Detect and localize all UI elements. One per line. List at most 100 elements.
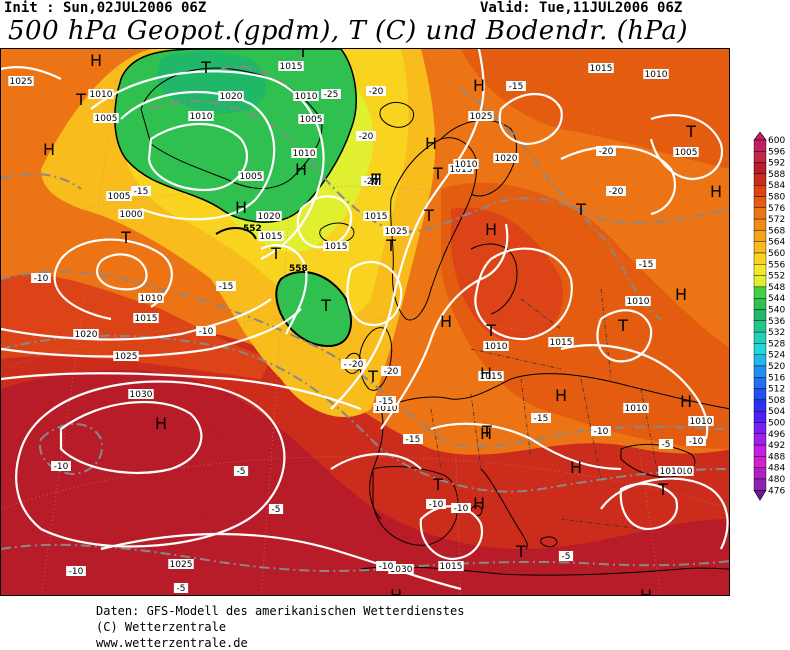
- legend-swatch: [753, 331, 767, 344]
- svg-text:-5: -5: [272, 505, 281, 515]
- low-pressure-marker: T: [423, 206, 434, 225]
- low-pressure-marker: T: [432, 475, 443, 494]
- high-pressure-marker: H: [675, 285, 687, 304]
- svg-text:1015: 1015: [260, 232, 283, 242]
- legend-swatch: [753, 275, 767, 288]
- svg-text:1010: 1010: [660, 467, 683, 477]
- legend-label: 596: [768, 147, 785, 157]
- weather-map: 1010 1005 1000 1005 1010 1015 1020 1025 1030 1025…: [0, 48, 730, 596]
- legend-label: 592: [768, 159, 785, 169]
- legend-swatch: [753, 230, 767, 242]
- isotherm-label: -15: [636, 259, 656, 270]
- low-pressure-marker: T: [370, 170, 381, 189]
- legend-swatch: [753, 218, 767, 231]
- low-pressure-marker: T: [575, 200, 586, 219]
- legend-swatch: [753, 309, 767, 322]
- legend-swatch: [753, 241, 767, 254]
- svg-text:-10: -10: [429, 500, 444, 510]
- low-pressure-marker: T: [617, 316, 628, 335]
- svg-text:-15: -15: [509, 82, 524, 92]
- isobar-label: 1030: [128, 389, 154, 400]
- svg-text:1015: 1015: [280, 62, 303, 72]
- contour-552: [215, 227, 257, 240]
- legend-label: 512: [768, 385, 785, 395]
- footer-data-source: Daten: GFS-Modell des amerikanischen Wet…: [96, 604, 465, 618]
- isobar-label: 1020: [493, 153, 519, 164]
- svg-text:1015: 1015: [365, 212, 388, 222]
- isobar-label: 1010: [483, 341, 509, 352]
- legend-swatch: [753, 365, 767, 378]
- high-pressure-marker: H: [295, 160, 307, 179]
- legend-label: 508: [768, 396, 785, 406]
- isobar-label: 1005: [93, 113, 119, 124]
- svg-text:-15: -15: [134, 187, 149, 197]
- isotherm-label: -20: [346, 359, 366, 370]
- legend-arrow-bottom: [753, 490, 767, 501]
- high-pressure-marker: H: [440, 312, 452, 331]
- legend-label: 568: [768, 226, 785, 236]
- isobar-label: 1010: [291, 148, 317, 159]
- high-pressure-marker: H: [425, 134, 437, 153]
- isobar-label: 1015: [363, 211, 389, 222]
- legend-label: 488: [768, 452, 785, 462]
- isobar-label: 1015: [323, 241, 349, 252]
- svg-text:1025: 1025: [10, 77, 33, 87]
- low-pressure-marker: T: [367, 367, 378, 386]
- svg-text:-10: -10: [379, 562, 394, 572]
- svg-text:1015: 1015: [480, 372, 503, 382]
- low-pressure-marker: T: [485, 321, 496, 340]
- isobar-label: 1005: [238, 171, 264, 182]
- isobar-label: 1020: [256, 211, 282, 222]
- svg-text:-10: -10: [689, 437, 704, 447]
- isobar-label: 1010: [625, 296, 651, 307]
- isobar-label: 1005: [106, 191, 132, 202]
- map-title: 500 hPa Geopot.(gpdm), T (C) und Bodendr…: [8, 16, 689, 46]
- svg-text:1020: 1020: [495, 154, 518, 164]
- svg-text:1005: 1005: [240, 172, 263, 182]
- svg-text:1005: 1005: [108, 192, 131, 202]
- isotherm-label: -10: [196, 326, 216, 337]
- svg-text:1005: 1005: [675, 148, 698, 158]
- high-pressure-marker: H: [235, 198, 247, 217]
- svg-text:-20: -20: [359, 132, 374, 142]
- legend-label: 560: [768, 249, 785, 259]
- svg-text:-5: -5: [562, 552, 571, 562]
- svg-text:-5: -5: [177, 584, 186, 594]
- svg-text:1020: 1020: [258, 212, 281, 222]
- isotherm-label: -10: [426, 499, 446, 510]
- footer-url[interactable]: www.wetterzentrale.de: [96, 636, 248, 650]
- isotherm-label: -10: [686, 436, 706, 447]
- isobar-label: 1020: [73, 329, 99, 340]
- init-time: Init : Sun,02JUL2006 06Z: [4, 0, 207, 16]
- svg-text:1030: 1030: [390, 565, 413, 575]
- geopotential-label: 552: [243, 224, 262, 234]
- svg-text:-20: -20: [384, 367, 399, 377]
- svg-text:-25: -25: [324, 90, 339, 100]
- isotherm-label: -20: [366, 86, 386, 97]
- legend-swatch: [753, 343, 767, 355]
- svg-text:1015: 1015: [135, 314, 158, 324]
- legend-label: 556: [768, 260, 785, 270]
- isobar-label: 1010: [658, 466, 684, 477]
- geopotential-label: 558: [289, 264, 308, 274]
- svg-text:1020: 1020: [220, 92, 243, 102]
- svg-text:1030: 1030: [130, 390, 153, 400]
- svg-text:-10: -10: [199, 327, 214, 337]
- legend-swatch: [753, 456, 767, 468]
- isobar-label: 1030: [388, 564, 414, 575]
- legend-label: 584: [768, 181, 785, 191]
- isobar-label: 1015: [278, 61, 304, 72]
- isotherm-label: -15: [506, 81, 526, 92]
- legend-label: 520: [768, 362, 785, 372]
- high-pressure-marker: H: [485, 220, 497, 239]
- isobar-label: 1005: [673, 147, 699, 158]
- svg-text:-15: -15: [379, 397, 394, 407]
- svg-text:-5: -5: [662, 440, 671, 450]
- isotherm-label: -15: [531, 413, 551, 424]
- legend-swatch: [753, 399, 767, 412]
- isotherm-label: -10: [376, 561, 396, 572]
- svg-text:-15: -15: [639, 260, 654, 270]
- legend-swatch: [753, 207, 767, 220]
- isobar-label: 1015: [258, 231, 284, 242]
- legend-label: 528: [768, 339, 785, 349]
